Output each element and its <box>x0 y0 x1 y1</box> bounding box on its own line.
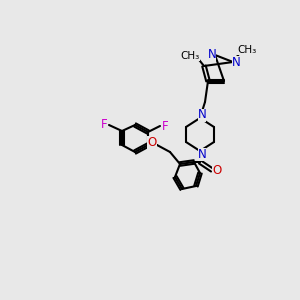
Text: F: F <box>162 119 168 133</box>
Text: F: F <box>101 118 107 131</box>
Text: N: N <box>232 56 240 68</box>
Text: O: O <box>212 164 222 176</box>
Text: N: N <box>198 109 206 122</box>
Text: CH₃: CH₃ <box>180 51 200 61</box>
Text: O: O <box>147 136 157 148</box>
Text: N: N <box>208 47 216 61</box>
Text: CH₃: CH₃ <box>237 45 256 55</box>
Text: N: N <box>198 148 206 160</box>
